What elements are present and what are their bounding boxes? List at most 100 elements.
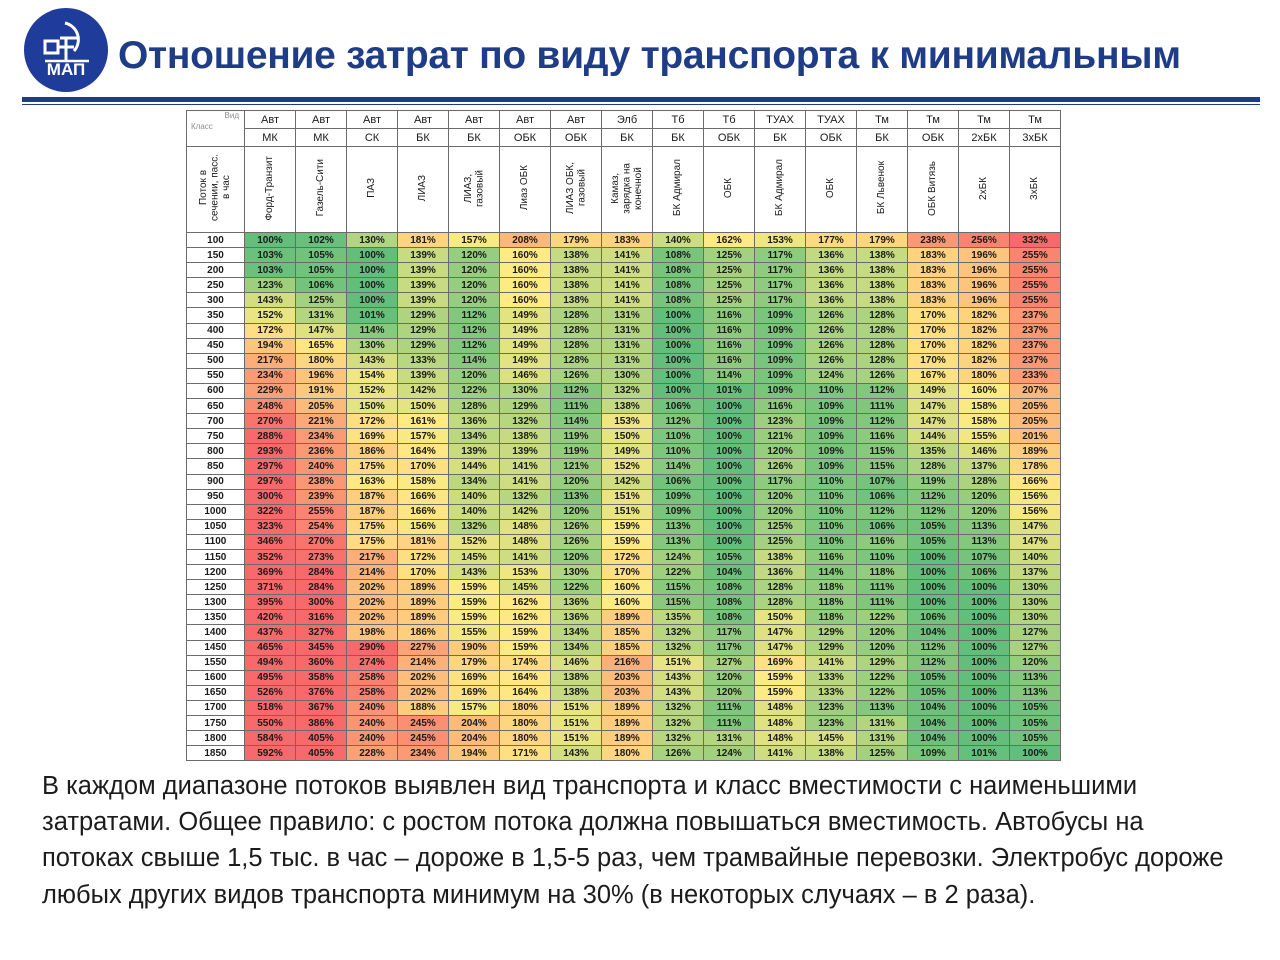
data-cell: 134% (448, 473, 500, 490)
data-cell: 104% (907, 624, 959, 641)
data-cell: 128% (856, 322, 908, 339)
data-cell: 152% (448, 533, 500, 550)
data-cell: 189% (1009, 443, 1061, 460)
data-cell: 182% (958, 307, 1010, 324)
data-cell: 112% (856, 503, 908, 520)
row-header-flow: 1850 (186, 745, 245, 762)
data-cell: 129% (805, 639, 857, 656)
data-cell: 164% (397, 443, 449, 460)
data-cell: 112% (856, 413, 908, 430)
data-cell: 152% (244, 307, 296, 324)
header-cell-class-15: 3хБК (1009, 128, 1061, 147)
data-cell: 120% (958, 503, 1010, 520)
data-cell: 159% (754, 669, 806, 686)
row-header-flow: 500 (186, 352, 245, 369)
data-cell: 136% (448, 413, 500, 430)
data-cell: 145% (448, 548, 500, 566)
data-cell: 113% (958, 533, 1010, 550)
table-row: 200 103% 105% 100% 139% 120% 160% 138% 141% 108% 1… (186, 262, 1061, 279)
cost-ratio-table: Вид Класс Авт Авт Авт Авт Авт Авт Авт Элб Тб Тб ТУАХ… (186, 110, 1061, 762)
header-cell-model-14: 2хБК (958, 146, 1010, 233)
data-cell: 139% (397, 262, 449, 279)
data-cell: 114% (652, 458, 704, 475)
data-cell: 101% (703, 382, 755, 400)
data-cell: 106% (652, 473, 704, 490)
data-cell: 130% (1009, 579, 1061, 596)
data-cell: 158% (397, 473, 449, 490)
data-cell: 203% (601, 684, 653, 701)
data-cell: 139% (397, 247, 449, 264)
page-title: Отношение затрат по виду транспорта к ми… (118, 34, 1181, 77)
data-cell: 116% (754, 398, 806, 415)
data-cell: 120% (754, 503, 806, 520)
table-row: 1050 323% 254% 175% 156% 132% 148% 126% 159% 113%… (186, 518, 1061, 535)
data-cell: 148% (754, 699, 806, 717)
data-cell: 101% (346, 307, 398, 324)
data-cell: 105% (1009, 730, 1061, 747)
data-cell: 126% (805, 322, 857, 339)
table-row: 1550 494% 360% 274% 214% 179% 174% 146% 216% 151%… (186, 654, 1061, 671)
data-cell: 148% (754, 730, 806, 747)
data-cell: 132% (652, 624, 704, 641)
data-cell: 128% (550, 322, 602, 339)
data-cell: 110% (805, 382, 857, 400)
data-cell: 104% (703, 564, 755, 581)
data-cell: 170% (601, 564, 653, 581)
data-cell: 182% (958, 337, 1010, 354)
data-cell: 106% (958, 564, 1010, 581)
data-cell: 240% (295, 458, 347, 475)
data-cell: 130% (601, 367, 653, 384)
data-cell: 175% (346, 518, 398, 535)
data-cell: 114% (805, 564, 857, 581)
data-cell: 125% (703, 247, 755, 264)
data-cell: 141% (499, 473, 551, 490)
row-header-flow: 1400 (186, 624, 245, 641)
organization-logo: МАП (24, 8, 108, 92)
row-header-flow: 150 (186, 247, 245, 264)
data-cell: 270% (244, 413, 296, 430)
data-cell: 183% (907, 262, 959, 279)
data-cell: 157% (448, 231, 500, 249)
row-header-flow: 1600 (186, 669, 245, 686)
header-cell-model-3: ЛИАЗ (397, 146, 449, 233)
data-cell: 125% (295, 292, 347, 309)
table-row: 1650 526% 376% 258% 202% 169% 164% 138% 203% 143%… (186, 684, 1061, 701)
data-cell: 142% (499, 503, 551, 520)
data-cell: 140% (448, 503, 500, 520)
data-cell: 386% (295, 714, 347, 732)
data-cell: 110% (805, 488, 857, 505)
data-cell: 150% (346, 398, 398, 415)
data-cell: 142% (601, 473, 653, 490)
data-cell: 255% (1009, 277, 1061, 294)
data-cell: 120% (754, 443, 806, 460)
header-cell-model-7: Камаз, зарядка на конечной (601, 146, 653, 233)
data-cell: 217% (244, 352, 296, 369)
data-cell: 112% (907, 654, 959, 671)
data-cell: 123% (805, 699, 857, 717)
data-cell: 130% (1009, 594, 1061, 611)
data-cell: 122% (652, 564, 704, 581)
data-cell: 136% (805, 262, 857, 279)
data-cell: 155% (958, 428, 1010, 445)
data-cell: 100% (652, 322, 704, 339)
data-cell: 109% (652, 488, 704, 505)
data-cell: 100% (652, 352, 704, 369)
data-cell: 110% (652, 443, 704, 460)
data-cell: 128% (754, 579, 806, 596)
row-header-flow: 1350 (186, 609, 245, 626)
data-cell: 160% (601, 579, 653, 596)
table-row: 1850 592% 405% 228% 234% 194% 171% 143% 180% 126%… (186, 745, 1061, 762)
data-cell: 214% (346, 564, 398, 581)
data-cell: 186% (397, 624, 449, 641)
data-cell: 141% (601, 277, 653, 294)
data-cell: 128% (550, 307, 602, 324)
header-cell-model-12: БК Львенок (856, 146, 908, 233)
header-cell-kind-8: Тб (652, 110, 704, 129)
data-cell: 138% (550, 684, 602, 701)
table-row: 400 172% 147% 114% 129% 112% 149% 128% 131% 100% 1… (186, 322, 1061, 339)
data-cell: 100% (958, 699, 1010, 717)
data-cell: 141% (754, 745, 806, 762)
data-cell: 159% (499, 624, 551, 641)
data-cell: 120% (703, 669, 755, 686)
data-cell: 237% (1009, 352, 1061, 369)
